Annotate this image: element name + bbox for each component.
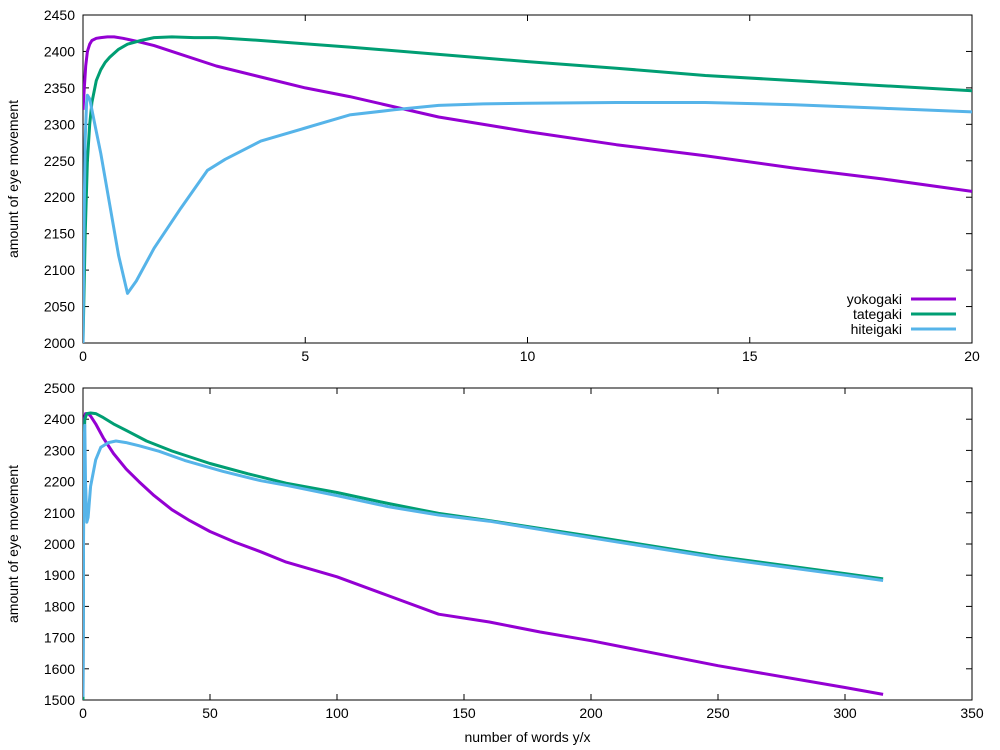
x-tick-label: 0 bbox=[79, 348, 87, 364]
chart-bottom: 0 50 100 150 200 250 300 350 1500 1600 1700 1800 190… bbox=[5, 380, 984, 745]
y-axis-label: amount of eye movement bbox=[5, 465, 21, 623]
y-tick-label: 2100 bbox=[44, 505, 75, 521]
plot-frame bbox=[82, 14, 973, 344]
x-tick-label: 300 bbox=[833, 705, 857, 721]
y-tick-label: 2500 bbox=[44, 380, 75, 396]
x-tick-label: 150 bbox=[452, 705, 476, 721]
series-line-hiteigaki bbox=[83, 93, 972, 343]
y-tick-label: 1600 bbox=[44, 661, 75, 677]
y-tick-label: 1700 bbox=[44, 630, 75, 646]
y-tick-label: 2000 bbox=[44, 335, 75, 351]
y-tick-label: 2400 bbox=[44, 411, 75, 427]
x-tick-label: 50 bbox=[202, 705, 218, 721]
y-tick-label: 2300 bbox=[44, 116, 75, 132]
series-line-hiteigaki bbox=[83, 423, 884, 697]
y-tick-label: 2150 bbox=[44, 226, 75, 242]
y-tick-label: 2100 bbox=[44, 262, 75, 278]
series-line-yokogaki bbox=[83, 35, 972, 193]
x-tick-label: 250 bbox=[706, 705, 730, 721]
y-tick-label: 2450 bbox=[44, 7, 75, 23]
x-axis-label: number of words y/x bbox=[464, 729, 590, 745]
y-tick-label: 2350 bbox=[44, 80, 75, 96]
x-tick-label: 15 bbox=[742, 348, 758, 364]
x-tick-label: 200 bbox=[579, 705, 603, 721]
y-tick-label: 2000 bbox=[44, 536, 75, 552]
y-tick-label: 2250 bbox=[44, 153, 75, 169]
y-axis-label: amount of eye movement bbox=[5, 100, 21, 258]
y-tick-label: 2400 bbox=[44, 43, 75, 59]
y-tick-label: 2300 bbox=[44, 442, 75, 458]
x-tick-label: 10 bbox=[520, 348, 536, 364]
x-tick-label: 20 bbox=[964, 348, 980, 364]
plot-frame bbox=[82, 387, 973, 701]
y-tick-label: 1900 bbox=[44, 567, 75, 583]
y-tick-label: 2050 bbox=[44, 299, 75, 315]
legend-label-tategaki: tategaki bbox=[853, 306, 902, 322]
chart-top: 0 5 10 15 20 2000 2050 2100 2150 2200 2250 2300 2350… bbox=[5, 7, 980, 364]
y-tick-label: 2200 bbox=[44, 474, 75, 490]
x-tick-label: 5 bbox=[301, 348, 309, 364]
y-tick-label: 1500 bbox=[44, 692, 75, 708]
series-line-yokogaki bbox=[83, 412, 884, 696]
series-line-tategaki bbox=[83, 35, 972, 343]
legend-label-hiteigaki: hiteigaki bbox=[851, 321, 902, 337]
legend-label-yokogaki: yokogaki bbox=[847, 291, 902, 307]
series-line-tategaki bbox=[83, 411, 884, 700]
x-tick-label: 0 bbox=[79, 705, 87, 721]
x-tick-label: 100 bbox=[325, 705, 349, 721]
y-tick-label: 2200 bbox=[44, 189, 75, 205]
y-tick-label: 1800 bbox=[44, 598, 75, 614]
x-tick-label: 350 bbox=[960, 705, 984, 721]
